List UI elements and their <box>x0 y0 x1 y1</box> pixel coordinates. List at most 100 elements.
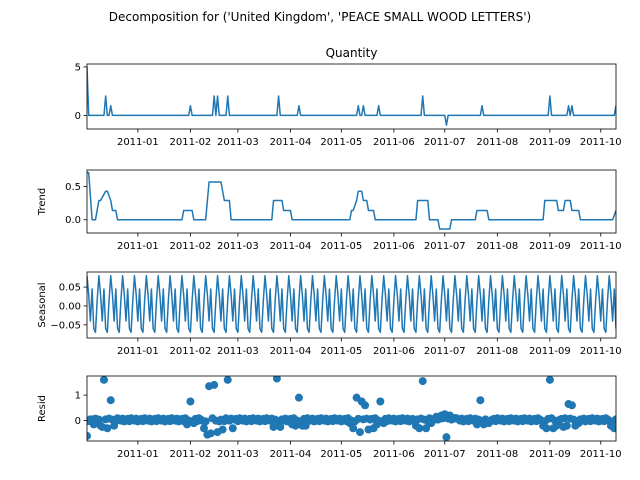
resid-point <box>349 424 358 433</box>
resid-point <box>272 376 281 383</box>
x-tick-label: 2011-02 <box>170 241 212 252</box>
x-tick-label: 2011-09 <box>529 449 571 460</box>
x-tick-label: 2011-06 <box>373 241 415 252</box>
x-tick-label: 2011-04 <box>270 449 312 460</box>
x-tick-label: 2011-10 <box>580 449 622 460</box>
x-tick-label: 2011-06 <box>373 449 415 460</box>
x-tick-label: 2011-07 <box>424 241 466 252</box>
resid-point <box>269 422 278 431</box>
resid-point <box>422 424 431 433</box>
y-tick-label: 0.00 <box>59 301 81 312</box>
y-tick-label: −0.05 <box>50 320 81 331</box>
y-tick-label: 0.0 <box>65 215 81 226</box>
plot-area <box>87 376 616 441</box>
resid-point <box>228 424 237 433</box>
resid-point <box>476 396 485 405</box>
x-tick-label: 2011-04 <box>270 346 312 357</box>
panel-ylabel: Trend <box>37 188 48 216</box>
resid-point <box>223 376 232 384</box>
x-tick-label: 2011-09 <box>529 346 571 357</box>
resid-point <box>415 424 424 433</box>
series-line-1 <box>87 66 616 126</box>
axes-frame <box>86 169 617 234</box>
panels: Quantity 0 5 2011-01 2011-02 2011-03 2011-04 20… <box>37 46 622 460</box>
panel-2: Trend 0.0 0.5 2011-01 2011-02 2011-03 2011-04 2… <box>37 169 622 252</box>
resid-point <box>567 401 576 410</box>
resid-point <box>418 377 427 386</box>
y-tick-label: 0.05 <box>59 283 81 294</box>
axes-frame <box>86 63 617 130</box>
resid-point <box>199 424 208 433</box>
resid-point <box>562 421 571 430</box>
x-tick-label: 2011-08 <box>476 241 518 252</box>
resid-point <box>442 433 451 441</box>
x-tick-label: 2011-07 <box>424 449 466 460</box>
plot-area <box>87 171 616 230</box>
x-tick-label: 2011-02 <box>170 137 212 148</box>
resid-point <box>218 425 227 434</box>
panel-title: Quantity <box>326 46 378 60</box>
x-tick-label: 2011-03 <box>217 137 259 148</box>
resid-point <box>542 424 551 433</box>
x-tick-label: 2011-01 <box>117 449 159 460</box>
x-tick-label: 2011-08 <box>476 346 518 357</box>
x-tick-label: 2011-01 <box>117 346 159 357</box>
resid-point <box>612 415 616 424</box>
x-tick-label: 2011-10 <box>580 137 622 148</box>
y-tick-label: 0.5 <box>65 182 81 193</box>
resid-point <box>103 424 112 433</box>
panel-4: Resid 0 1 2011-01 2011-02 2011-03 2011-04 2011-… <box>37 375 622 460</box>
x-tick-label: 2011-09 <box>529 137 571 148</box>
x-tick-label: 2011-07 <box>424 137 466 148</box>
resid-point <box>186 397 195 406</box>
x-tick-label: 2011-01 <box>117 137 159 148</box>
resid-point <box>206 429 215 438</box>
x-tick-label: 2011-05 <box>320 137 362 148</box>
resid-point <box>301 421 310 430</box>
series-line-1 <box>87 171 616 230</box>
resid-point <box>99 376 108 384</box>
resid-point <box>87 431 91 440</box>
x-tick-label: 2011-05 <box>320 346 362 357</box>
x-tick-label: 2011-06 <box>373 137 415 148</box>
figure-title: Decomposition for ('United Kingdom', 'PE… <box>109 10 531 24</box>
x-tick-label: 2011-10 <box>580 346 622 357</box>
x-tick-label: 2011-05 <box>320 241 362 252</box>
resid-point <box>376 397 385 406</box>
y-tick-label: 0 <box>75 416 81 427</box>
resid-point <box>106 396 115 405</box>
x-tick-label: 2011-04 <box>270 241 312 252</box>
x-tick-label: 2011-03 <box>217 449 259 460</box>
panel-1: Quantity 0 5 2011-01 2011-02 2011-03 2011-04 20… <box>75 46 622 148</box>
x-tick-label: 2011-03 <box>217 241 259 252</box>
axes-frame <box>86 375 617 442</box>
x-tick-label: 2011-04 <box>270 137 312 148</box>
panel-3: Seasonal −0.05 0.00 0.05 2011-01 2011-02 2011-… <box>37 271 622 357</box>
x-tick-label: 2011-07 <box>424 346 466 357</box>
x-tick-label: 2011-05 <box>320 449 362 460</box>
panel-ylabel: Resid <box>37 395 48 422</box>
x-tick-label: 2011-06 <box>373 346 415 357</box>
x-tick-label: 2011-10 <box>580 241 622 252</box>
resid-point <box>276 422 285 431</box>
seasonal-line <box>87 275 616 334</box>
panel-ylabel: Seasonal <box>37 282 48 327</box>
plot-area <box>87 66 616 126</box>
resid-point <box>294 393 303 402</box>
x-tick-label: 2011-01 <box>117 241 159 252</box>
x-tick-label: 2011-02 <box>170 346 212 357</box>
x-tick-label: 2011-08 <box>476 137 518 148</box>
resid-point <box>545 376 554 384</box>
resid-point <box>94 415 103 424</box>
resid-point <box>210 380 219 389</box>
x-tick-label: 2011-09 <box>529 241 571 252</box>
resid-point <box>355 428 364 437</box>
y-tick-label: 0 <box>75 111 81 122</box>
axes-frame <box>86 271 617 339</box>
x-tick-label: 2011-08 <box>476 449 518 460</box>
resid-point <box>610 424 616 433</box>
resid-point <box>361 401 370 410</box>
y-tick-label: 5 <box>75 62 81 73</box>
x-tick-label: 2011-03 <box>217 346 259 357</box>
